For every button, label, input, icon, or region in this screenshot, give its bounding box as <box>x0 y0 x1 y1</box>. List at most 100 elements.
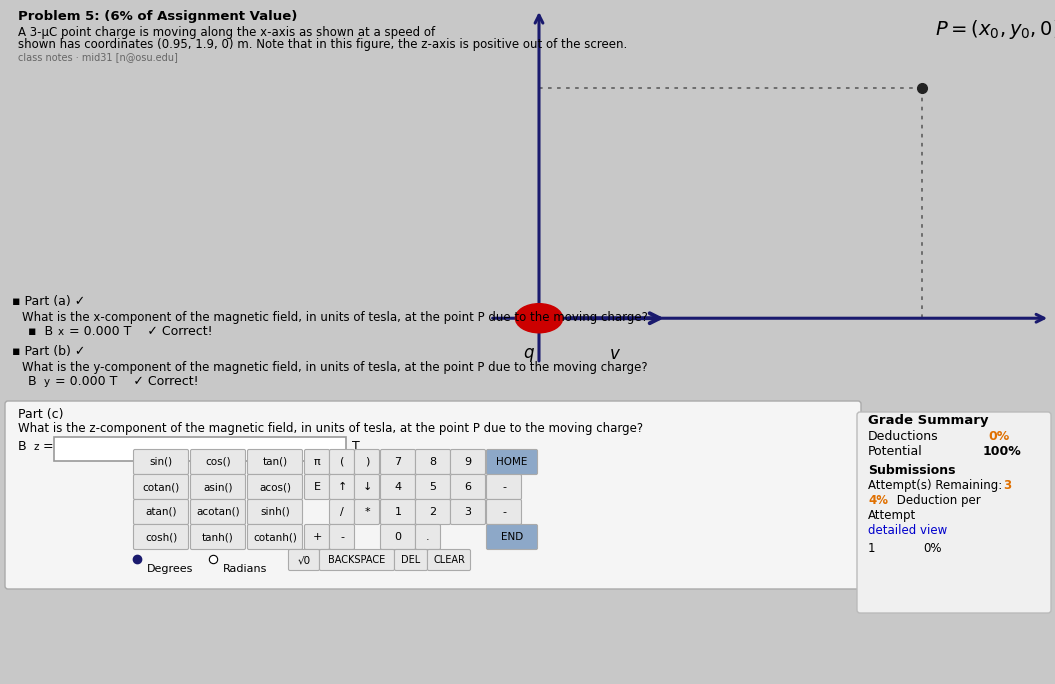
FancyBboxPatch shape <box>416 499 450 525</box>
Text: Deductions: Deductions <box>868 430 939 443</box>
Text: √0: √0 <box>298 555 310 565</box>
Text: $v$: $v$ <box>609 345 621 363</box>
Text: 4%: 4% <box>868 494 888 507</box>
Text: What is the x-component of the magnetic field, in units of tesla, at the point P: What is the x-component of the magnetic … <box>22 311 648 324</box>
FancyBboxPatch shape <box>381 449 416 475</box>
Text: Attempt(s) Remaining:: Attempt(s) Remaining: <box>868 479 1006 492</box>
Text: END: END <box>501 532 523 542</box>
Text: BACKSPACE: BACKSPACE <box>328 555 386 565</box>
Text: $q$: $q$ <box>523 345 535 363</box>
Text: cotanh(): cotanh() <box>253 532 296 542</box>
Text: HOME: HOME <box>496 457 528 467</box>
Text: = 0.000 T    ✓ Correct!: = 0.000 T ✓ Correct! <box>51 375 198 388</box>
Text: y: y <box>44 377 51 387</box>
Text: cos(): cos() <box>205 457 231 467</box>
Text: /: / <box>340 507 344 517</box>
FancyBboxPatch shape <box>354 499 380 525</box>
FancyBboxPatch shape <box>450 499 485 525</box>
FancyBboxPatch shape <box>191 499 246 525</box>
Text: DEL: DEL <box>401 555 421 565</box>
FancyBboxPatch shape <box>381 525 416 549</box>
FancyBboxPatch shape <box>416 449 450 475</box>
FancyBboxPatch shape <box>427 549 471 570</box>
FancyBboxPatch shape <box>248 449 303 475</box>
FancyBboxPatch shape <box>857 412 1051 613</box>
FancyBboxPatch shape <box>320 549 395 570</box>
Text: ▪ Part (a) ✓: ▪ Part (a) ✓ <box>12 295 85 308</box>
Text: Submissions: Submissions <box>868 464 956 477</box>
FancyBboxPatch shape <box>191 475 246 499</box>
Text: shown has coordinates (0.95, 1.9, 0) m. Note that in this figure, the z-axis is : shown has coordinates (0.95, 1.9, 0) m. … <box>18 38 628 51</box>
Text: What is the z-component of the magnetic field, in units of tesla, at the point P: What is the z-component of the magnetic … <box>18 422 644 435</box>
Text: CLEAR: CLEAR <box>433 555 465 565</box>
FancyBboxPatch shape <box>329 525 354 549</box>
FancyBboxPatch shape <box>416 525 441 549</box>
Text: 3: 3 <box>464 507 472 517</box>
Text: Deduction per: Deduction per <box>893 494 981 507</box>
Text: tan(): tan() <box>263 457 288 467</box>
Text: -: - <box>502 507 506 517</box>
Text: B: B <box>18 440 26 453</box>
Text: x: x <box>58 327 64 337</box>
Text: 0%: 0% <box>923 542 941 555</box>
FancyBboxPatch shape <box>305 475 329 499</box>
Text: 0: 0 <box>395 532 402 542</box>
Text: ↑: ↑ <box>338 482 347 492</box>
Text: Problem 5: (6% of Assignment Value): Problem 5: (6% of Assignment Value) <box>18 10 298 23</box>
FancyBboxPatch shape <box>354 449 380 475</box>
Text: acotan(): acotan() <box>196 507 239 517</box>
Text: =: = <box>39 440 54 453</box>
FancyBboxPatch shape <box>381 499 416 525</box>
Text: ▪  B: ▪ B <box>28 325 53 338</box>
FancyBboxPatch shape <box>486 499 521 525</box>
Text: asin(): asin() <box>204 482 233 492</box>
Text: $P = (x_0, y_0, 0)$: $P = (x_0, y_0, 0)$ <box>935 18 1055 41</box>
Text: ): ) <box>365 457 369 467</box>
Text: sinh(): sinh() <box>261 507 290 517</box>
FancyBboxPatch shape <box>248 499 303 525</box>
Text: 1: 1 <box>395 507 402 517</box>
FancyBboxPatch shape <box>305 525 329 549</box>
FancyBboxPatch shape <box>450 475 485 499</box>
Text: B: B <box>28 375 37 388</box>
Text: What is the y-component of the magnetic field, in units of tesla, at the point P: What is the y-component of the magnetic … <box>22 361 648 374</box>
FancyBboxPatch shape <box>288 549 320 570</box>
FancyBboxPatch shape <box>134 449 189 475</box>
FancyBboxPatch shape <box>486 449 537 475</box>
FancyBboxPatch shape <box>248 525 303 549</box>
Text: 7: 7 <box>395 457 402 467</box>
FancyBboxPatch shape <box>191 449 246 475</box>
FancyBboxPatch shape <box>329 475 354 499</box>
Text: 4: 4 <box>395 482 402 492</box>
Text: atan(): atan() <box>146 507 177 517</box>
FancyBboxPatch shape <box>450 449 485 475</box>
Text: .: . <box>426 532 429 542</box>
Text: π: π <box>313 457 321 467</box>
Text: 9: 9 <box>464 457 472 467</box>
Text: z: z <box>33 442 38 452</box>
Text: tanh(): tanh() <box>203 532 234 542</box>
Text: Grade Summary: Grade Summary <box>868 414 989 427</box>
Text: class notes · mid31 [n@osu.edu]: class notes · mid31 [n@osu.edu] <box>18 52 178 62</box>
Text: *: * <box>364 507 370 517</box>
Circle shape <box>516 304 562 333</box>
Text: +: + <box>312 532 322 542</box>
FancyBboxPatch shape <box>134 475 189 499</box>
Text: sin(): sin() <box>150 457 173 467</box>
FancyBboxPatch shape <box>395 549 427 570</box>
FancyBboxPatch shape <box>486 525 537 549</box>
FancyBboxPatch shape <box>305 449 329 475</box>
Text: -: - <box>502 482 506 492</box>
FancyBboxPatch shape <box>416 475 450 499</box>
Text: Part (c): Part (c) <box>18 408 63 421</box>
Text: = 0.000 T    ✓ Correct!: = 0.000 T ✓ Correct! <box>65 325 213 338</box>
Text: ↓: ↓ <box>362 482 371 492</box>
Text: 5: 5 <box>429 482 437 492</box>
Text: Radians: Radians <box>223 564 267 574</box>
Text: Potential: Potential <box>868 445 923 458</box>
Text: Degrees: Degrees <box>147 564 193 574</box>
Text: 0%: 0% <box>987 430 1010 443</box>
FancyBboxPatch shape <box>381 475 416 499</box>
Text: (: ( <box>340 457 344 467</box>
Text: 100%: 100% <box>983 445 1021 458</box>
